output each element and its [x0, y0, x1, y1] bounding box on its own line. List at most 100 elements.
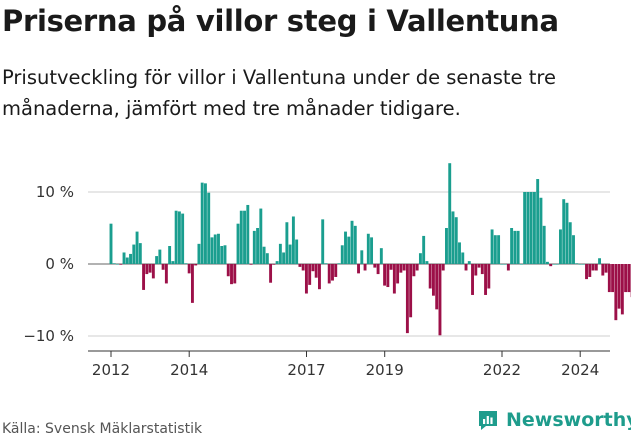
y-axis-ticks: 10 % 0 % −10 % — [23, 183, 74, 345]
bar — [256, 228, 260, 264]
bar — [220, 246, 224, 264]
bar — [451, 211, 455, 264]
bar — [376, 264, 380, 275]
bar — [559, 229, 562, 264]
bar — [265, 253, 269, 264]
bar — [418, 253, 422, 264]
x-tick-label: 2022 — [483, 361, 521, 379]
bar — [344, 231, 347, 264]
bar — [252, 230, 256, 264]
bar — [396, 264, 400, 284]
bar — [510, 228, 514, 264]
bar — [425, 261, 429, 264]
bar — [311, 264, 315, 272]
bar — [285, 222, 289, 264]
bar — [207, 192, 211, 264]
y-tick-label: 0 % — [45, 255, 74, 273]
bar — [187, 264, 191, 274]
x-tick-label: 2014 — [170, 361, 208, 379]
bar — [428, 264, 432, 289]
bar — [565, 202, 569, 264]
bar — [432, 264, 435, 296]
bar — [477, 264, 481, 268]
bar — [363, 264, 367, 271]
bar — [204, 183, 207, 264]
bar — [513, 230, 517, 264]
bar — [435, 264, 439, 310]
x-tick-label: 2017 — [287, 361, 325, 379]
bar — [272, 264, 276, 265]
bar — [230, 264, 233, 285]
bar — [490, 229, 494, 264]
bar — [337, 263, 341, 264]
bar — [624, 264, 628, 293]
bar — [526, 192, 530, 264]
bar — [493, 235, 497, 264]
bar — [158, 249, 162, 264]
bar — [601, 264, 605, 276]
bar — [617, 264, 621, 309]
bar — [598, 258, 601, 264]
bar — [200, 182, 204, 264]
bar — [438, 264, 442, 336]
bar — [454, 217, 458, 264]
bar — [275, 261, 279, 264]
bar — [568, 222, 572, 264]
bar — [409, 264, 413, 318]
bar — [620, 264, 624, 315]
bar — [360, 250, 364, 264]
bar — [611, 264, 615, 293]
bar — [321, 219, 325, 264]
bar — [422, 235, 426, 264]
bar — [536, 179, 540, 264]
bar — [161, 264, 165, 270]
bar — [506, 264, 510, 271]
bar — [386, 264, 390, 288]
bar — [370, 237, 374, 264]
bar — [366, 233, 370, 264]
bar — [171, 261, 175, 264]
bar — [448, 163, 452, 264]
bar — [575, 263, 579, 264]
bar — [581, 264, 585, 265]
bar — [246, 204, 250, 264]
bar — [197, 243, 201, 264]
bar — [301, 264, 305, 271]
bar — [357, 264, 360, 274]
bar — [236, 223, 240, 264]
bar — [607, 264, 611, 293]
bar — [503, 264, 507, 265]
bar — [269, 264, 273, 283]
y-tick-label: −10 % — [23, 327, 74, 345]
bar — [194, 264, 198, 266]
bar-series — [109, 163, 631, 336]
bar — [190, 264, 194, 303]
bar — [116, 264, 119, 265]
bar — [627, 264, 631, 293]
bar — [278, 243, 282, 264]
bar — [594, 264, 598, 271]
bar — [210, 237, 214, 264]
bar — [379, 248, 383, 264]
bar — [129, 253, 132, 264]
bar — [226, 264, 230, 277]
bar — [291, 216, 295, 264]
bar — [295, 239, 299, 264]
bar — [487, 264, 491, 289]
bar — [318, 264, 321, 290]
x-tick-label: 2012 — [92, 361, 130, 379]
newsworthy-logo-icon — [479, 411, 497, 430]
bar — [350, 220, 354, 264]
bar — [327, 264, 331, 284]
bar — [334, 264, 338, 277]
bar — [174, 210, 178, 264]
bar — [542, 225, 546, 264]
bar — [405, 264, 409, 334]
bar — [298, 264, 302, 267]
bar — [383, 264, 387, 286]
bar — [324, 263, 328, 264]
bar — [181, 213, 185, 264]
bar — [402, 264, 406, 271]
bar — [519, 264, 523, 265]
